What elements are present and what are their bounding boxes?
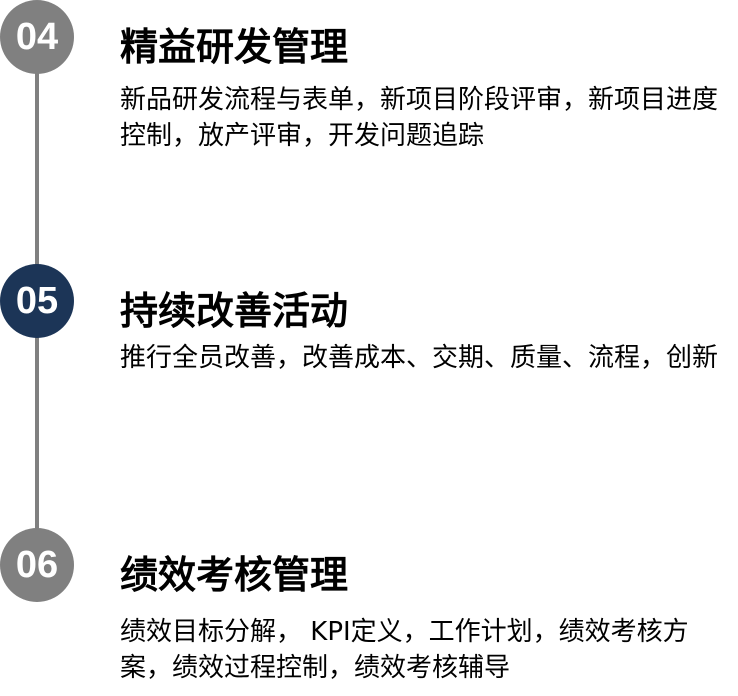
step-description: 绩效目标分解， KPI定义，工作计划，绩效考核方案，绩效过程控制，绩效考核辅导 <box>120 617 689 683</box>
step-title: 绩效考核管理 <box>120 553 349 597</box>
step-description: 推行全员改善，改善成本、交期、质量、流程，创新 <box>120 343 719 373</box>
step-description: 新品研发流程与表单，新项目阶段评审，新项目进度控制，放产评审，开发问题追踪 <box>120 85 719 151</box>
step-number-badge: 06 <box>0 528 74 602</box>
step-title: 持续改善活动 <box>120 289 349 333</box>
step-title: 精益研发管理 <box>120 25 349 69</box>
step-number-badge: 05 <box>0 264 74 338</box>
step-number-badge: 04 <box>0 0 74 74</box>
